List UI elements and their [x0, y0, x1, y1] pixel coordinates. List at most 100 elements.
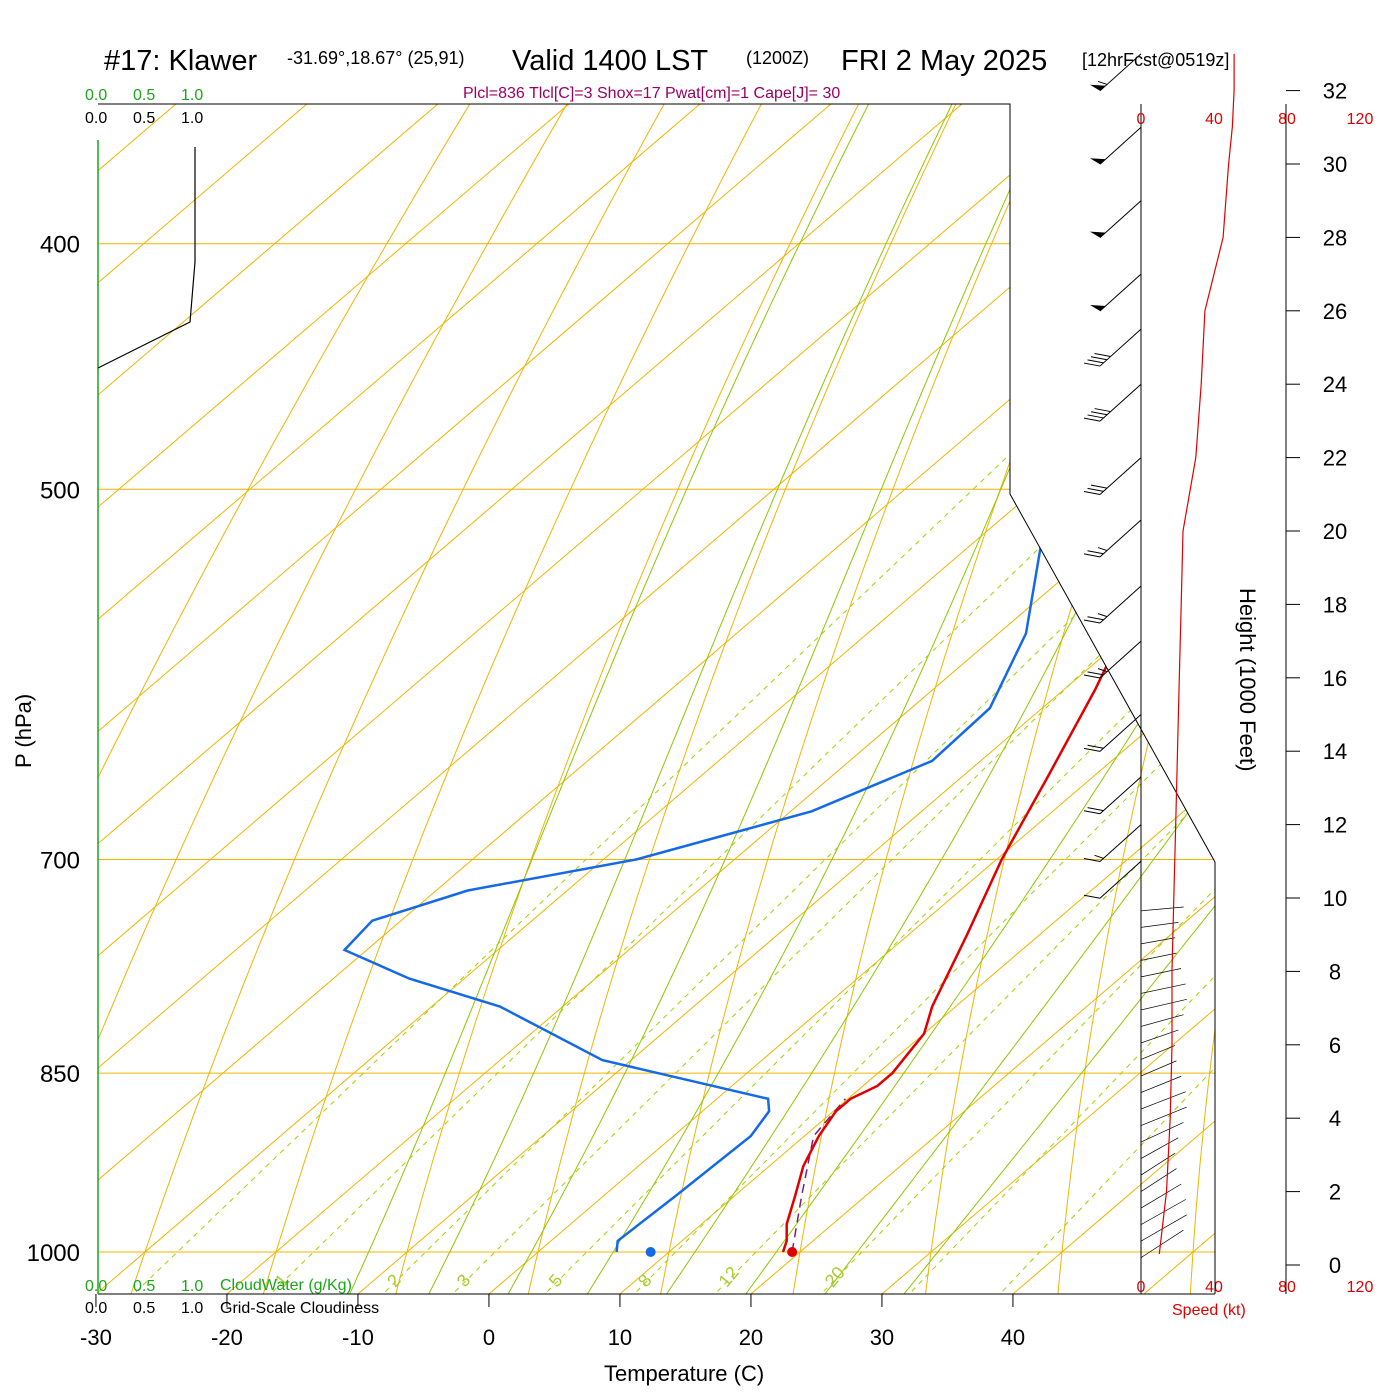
forecast-info: [12hrFcst@0519z] — [1082, 50, 1229, 70]
isotherm-label: 30 — [1170, 759, 1205, 794]
height-tick-label: 20 — [1323, 519, 1347, 544]
temperature-tick-label: 40 — [1001, 1325, 1025, 1350]
height-tick-label: 24 — [1323, 372, 1347, 397]
height-tick-label: 6 — [1329, 1033, 1341, 1058]
bottom-cloudiness-tick: 1.0 — [181, 1300, 203, 1317]
bottom-cloudwater-label: CloudWater (g/Kg) — [220, 1277, 352, 1294]
bottom-cloudwater-tick: 1.0 — [181, 1278, 203, 1295]
bottom-cloud-scales: 0.0 0.5 1.0 CloudWater (g/Kg) 0.0 0.5 1.… — [85, 1277, 379, 1317]
moist-adiabat — [343, 104, 1098, 1294]
low-level-wind-barb — [1140, 1029, 1179, 1044]
height-tick-label: 10 — [1323, 886, 1347, 911]
low-level-wind-barb — [1140, 1060, 1177, 1077]
bottom-cloudwater-tick: 0.5 — [133, 1278, 155, 1295]
wind-barb — [1083, 824, 1142, 863]
low-level-wind-barb — [1140, 1014, 1184, 1027]
mixing-ratio-label: 20 — [821, 1263, 849, 1291]
parcel-profile — [791, 1098, 846, 1253]
wind-barb — [1083, 714, 1142, 752]
cloudiness-profile — [97, 147, 196, 369]
stability-indices: Plcl=836 Tlcl[C]=3 Shox=17 Pwat[cm]=1 Ca… — [463, 85, 840, 102]
low-level-wind-barb — [1140, 983, 1186, 994]
speed-tick-label-top: 0 — [1137, 111, 1146, 128]
valid-time: Valid 1400 LST — [512, 45, 708, 77]
isotherm — [474, 104, 1215, 1294]
speed-axis-label: Speed (kt) — [1172, 1302, 1246, 1319]
temperature-tick-label: 30 — [870, 1325, 894, 1350]
dry-adiabat — [923, 104, 1215, 1294]
isotherm — [98, 104, 1194, 1294]
temperature-tick-label: -30 — [80, 1325, 112, 1350]
temperature-tick-label: -20 — [211, 1325, 243, 1350]
low-level-wind-barb — [1140, 1214, 1187, 1242]
moist-adiabat — [736, 104, 1215, 1294]
isotherm — [98, 104, 539, 1294]
temperature-tick-label: -10 — [342, 1325, 374, 1350]
low-level-wind-barb — [1140, 937, 1176, 945]
low-level-wind-barb — [1140, 1075, 1182, 1093]
plot-frame — [98, 103, 1216, 863]
isotherm — [736, 104, 1215, 1294]
mixing-ratio-line — [897, 243, 1215, 1294]
low-level-wind-barb — [1140, 1229, 1184, 1258]
dry-adiabat — [1056, 104, 1215, 1294]
dry-adiabat — [1189, 104, 1215, 1294]
pressure-tick-label: 850 — [40, 1061, 80, 1088]
bottom-cloudwater-tick: 0.0 — [85, 1278, 107, 1295]
pressure-axis: 2503004005007008501000 — [27, 232, 80, 1267]
mixing-ratio-label: 3 — [453, 1270, 475, 1291]
temperature-tick-label: 0 — [483, 1325, 495, 1350]
isotherm — [98, 104, 1215, 1294]
dry-adiabat — [98, 104, 739, 1294]
isotherm — [98, 104, 1215, 1294]
speed-tick-label-top: 40 — [1205, 111, 1223, 128]
dry-adiabat — [392, 104, 1087, 1294]
mixing-ratio-line — [532, 243, 1215, 1294]
moist-adiabat — [658, 104, 1215, 1294]
temperature-tick-label: 10 — [608, 1325, 632, 1350]
low-level-wind-barb — [1140, 1183, 1182, 1209]
temperature-tick-label: 20 — [739, 1325, 763, 1350]
dry-adiabat — [98, 104, 826, 1294]
low-level-wind-barb — [1140, 1122, 1184, 1143]
isotherm — [605, 104, 1215, 1294]
temperature-axis: -30 -20 -10 0 10 20 30 40 — [80, 1294, 1025, 1350]
dry-adiabat — [525, 104, 1174, 1294]
mixing-ratio-line — [370, 243, 1215, 1294]
top-cloudwater-tick: 1.0 — [181, 87, 203, 104]
isotherm — [98, 104, 408, 1294]
mixing-ratio-line — [622, 243, 1215, 1294]
wind-barb — [1083, 328, 1142, 367]
mixing-ratio-line — [703, 243, 1215, 1294]
top-cloudiness-tick: 1.0 — [181, 110, 203, 127]
temperature-axis-label: Temperature (C) — [604, 1361, 764, 1386]
wind-barb — [1083, 776, 1142, 815]
low-level-wind-barb — [1140, 1199, 1187, 1225]
isotherm — [98, 104, 1215, 1294]
pressure-tick-label: 700 — [40, 848, 80, 875]
wind-speed-line — [1158, 53, 1235, 1255]
station-title: #17: Klawer — [104, 45, 257, 77]
height-tick-label: 16 — [1323, 666, 1347, 691]
bottom-cloudiness-label: Grid-Scale Cloudiness — [220, 1300, 379, 1317]
bottom-cloudiness-tick: 0.0 — [85, 1300, 107, 1317]
isotherm — [98, 104, 1215, 1294]
low-level-wind-barb — [1140, 1106, 1187, 1126]
isotherm — [98, 104, 1063, 1294]
moist-adiabat — [894, 104, 1215, 1294]
mixing-ratio-line — [258, 243, 1215, 1294]
pressure-tick-label: 500 — [40, 477, 80, 504]
height-tick-label: 18 — [1323, 592, 1347, 617]
low-level-wind-barb — [1140, 968, 1182, 978]
dewpoint-profile — [342, 104, 1215, 1253]
pressure-tick-label: 1000 — [27, 1240, 80, 1267]
dry-adiabat — [790, 104, 1215, 1294]
mixing-ratio-label: 12 — [715, 1263, 743, 1291]
moist-adiabat — [501, 104, 1215, 1294]
mixing-ratio-line — [121, 243, 1215, 1294]
height-tick-label: 4 — [1329, 1106, 1341, 1131]
dry-adiabat — [259, 104, 1000, 1294]
